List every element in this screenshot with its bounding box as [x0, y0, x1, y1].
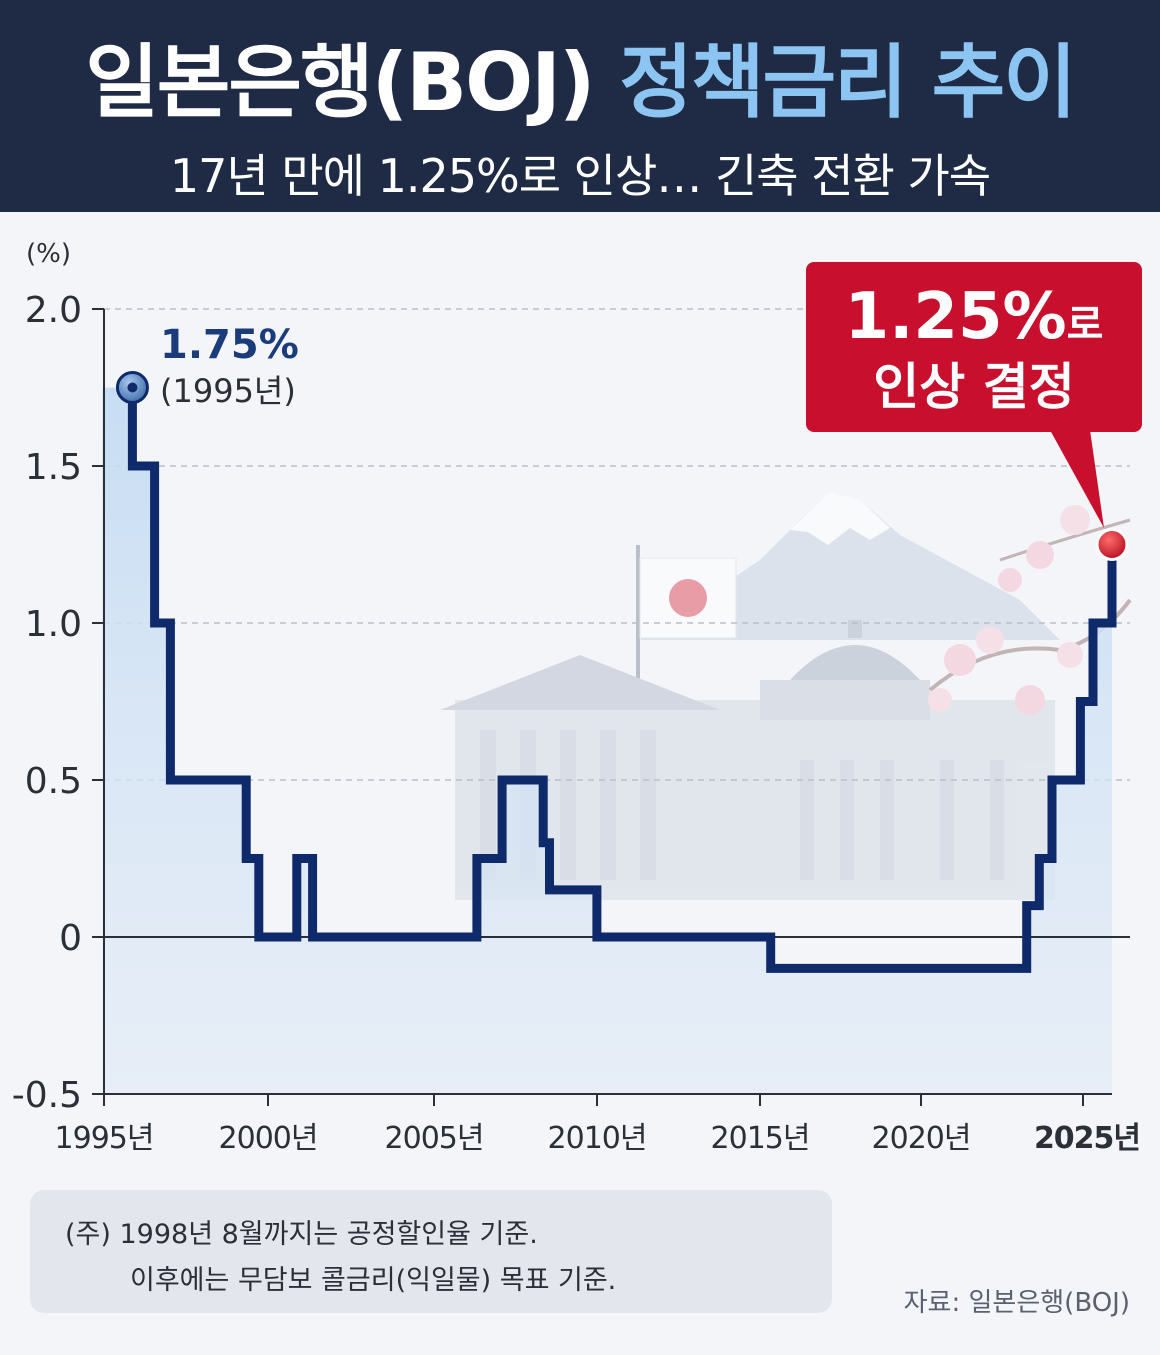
- x-tick-label: 2010년: [548, 1121, 647, 1156]
- end-value-suffix: 로: [1067, 302, 1104, 348]
- rate-area-fill: [102, 387, 1112, 1094]
- x-tick-label: 2005년: [385, 1121, 484, 1156]
- y-tick-label: 2.0: [25, 290, 82, 331]
- footnote-box: (주) 1998년 8월까지는 공정할인율 기준. 이후에는 무담보 콜금리(익…: [30, 1190, 832, 1313]
- flag-icon: [636, 545, 737, 690]
- svg-text:1.25%로: 1.25%로: [845, 280, 1104, 354]
- y-axis-unit: (%): [26, 239, 71, 269]
- x-tick-label: 1995년: [55, 1121, 154, 1156]
- y-tick-label: 0: [59, 918, 82, 959]
- page-subtitle: 17년 만에 1.25%로 인상… 긴축 전환 가속: [169, 149, 991, 203]
- start-year-label: (1995년): [160, 372, 296, 410]
- source-label: 자료: 일본은행(BOJ): [903, 1288, 1130, 1318]
- y-tick-label: -0.5: [12, 1075, 82, 1116]
- grid: [104, 308, 1130, 781]
- x-tick-label: 2000년: [219, 1121, 318, 1156]
- start-point-dot: [127, 382, 138, 393]
- header: 일본은행(BOJ) 정책금리 추이 17년 만에 1.25%로 인상… 긴축 전…: [0, 0, 1160, 212]
- y-ticks: 2.0 1.5 1.0 0.5 0 -0.5: [12, 290, 104, 1116]
- rate-chart: 2.0 1.5 1.0 0.5 0 -0.5 1995년 2000년 2005년 2010년 20…: [12, 239, 1142, 1156]
- end-value-label: 1.25%: [845, 280, 1067, 354]
- x-ticks: 1995년 2000년 2005년 2010년 2015년 2020년 2025년: [55, 1094, 1141, 1156]
- start-value-label: 1.75%: [160, 322, 299, 368]
- end-point-marker: [1095, 528, 1129, 561]
- footnote-line2: 이후에는 무담보 콜금리(익일물) 목표 기준.: [130, 1265, 617, 1296]
- mountain-icon: [640, 492, 1060, 640]
- y-tick-label: 1.0: [25, 604, 82, 645]
- title-part2: 정책금리 추이: [619, 36, 1076, 129]
- mountain-snow-icon: [790, 492, 890, 545]
- footnote-line1: (주) 1998년 8월까지는 공정할인율 기준.: [65, 1219, 538, 1250]
- end-callout: 1.25%로 인상 결정: [806, 262, 1142, 528]
- x-tick-label: 2025년: [1034, 1121, 1140, 1156]
- end-text-label: 인상 결정: [873, 358, 1074, 416]
- x-tick-label: 2020년: [872, 1121, 971, 1156]
- title-part1: 일본은행(BOJ): [85, 36, 595, 129]
- page-title: 일본은행(BOJ) 정책금리 추이: [0, 18, 1160, 134]
- y-tick-label: 1.5: [25, 447, 82, 488]
- x-tick-label: 2015년: [711, 1121, 810, 1156]
- y-tick-label: 0.5: [25, 761, 82, 802]
- rate-step-line: [127, 387, 1117, 973]
